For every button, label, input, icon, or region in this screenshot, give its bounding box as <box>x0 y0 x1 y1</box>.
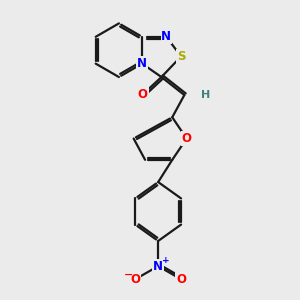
Text: −: − <box>123 270 133 280</box>
Text: +: + <box>162 256 169 265</box>
Text: O: O <box>176 273 186 286</box>
Text: N: N <box>153 260 163 273</box>
Text: O: O <box>182 132 192 145</box>
Text: N: N <box>137 57 147 70</box>
Text: O: O <box>130 273 140 286</box>
Text: H: H <box>201 90 210 100</box>
Text: S: S <box>177 50 185 63</box>
Text: O: O <box>138 88 148 101</box>
Text: N: N <box>161 30 171 43</box>
